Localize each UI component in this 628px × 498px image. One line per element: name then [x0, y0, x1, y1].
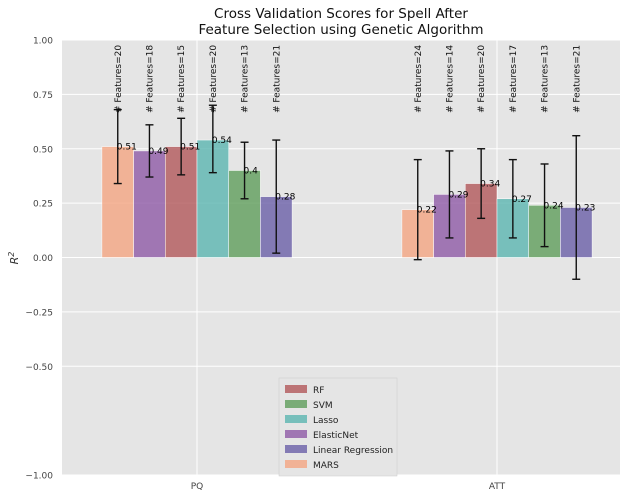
x-tick-label: ATT	[489, 482, 506, 492]
title-line: Feature Selection using Genetic Algorith…	[198, 22, 483, 38]
data-label: 0.34	[480, 180, 500, 190]
feature-label: # Features=20	[209, 45, 219, 113]
legend-label: RF	[313, 386, 324, 396]
data-label: 0.51	[117, 143, 137, 153]
y-tick-label: 0.75	[33, 91, 53, 101]
legend-label: ElasticNet	[313, 431, 359, 441]
x-axis-ticks: PQ ATT	[191, 482, 506, 492]
legend-label: Linear Regression	[313, 446, 393, 456]
data-label: 0.24	[544, 201, 564, 211]
chart-title: Cross Validation Scores for Spell AfterF…	[198, 6, 483, 38]
y-tick-label: −0.50	[25, 363, 53, 373]
data-label: 0.28	[275, 193, 295, 203]
y-axis-label-text: R2	[7, 252, 21, 265]
feature-label: # Features=15	[177, 45, 187, 113]
error-bars	[113, 104, 581, 280]
legend-label: SVM	[313, 401, 333, 411]
y-tick-label: 0.25	[33, 200, 53, 210]
legend-swatch	[285, 460, 307, 468]
bar	[465, 183, 498, 258]
legend-swatch	[285, 400, 307, 408]
legend-swatch	[285, 385, 307, 393]
legend-label: Lasso	[313, 416, 339, 426]
feature-label: # Features=17	[509, 45, 519, 113]
legend-swatch	[285, 445, 307, 453]
feature-label: # Features=21	[272, 45, 282, 113]
value-labels: 0.51 0.22 0.49 0.29 0.51 0.34 0.54 0.27 0.4 0.24 0…	[117, 136, 596, 216]
y-tick-label: 1.00	[33, 37, 53, 47]
feature-label: # Features=14	[445, 45, 455, 113]
y-tick-label: 0.00	[33, 254, 53, 264]
feature-label: # Features=20	[477, 45, 487, 113]
data-label: 0.22	[417, 206, 437, 216]
y-axis-label: R2	[7, 252, 21, 265]
legend: RF SVM Lasso ElasticNet Linear Regression MAR…	[278, 377, 398, 477]
feature-label: # Features=20	[114, 45, 124, 113]
data-label: 0.49	[148, 147, 168, 157]
feature-label: # Features=24	[414, 45, 424, 113]
y-tick-label: −0.25	[25, 308, 53, 318]
feature-label: # Features=21	[572, 45, 582, 113]
data-label: 0.51	[180, 143, 200, 153]
y-tick-label: 0.50	[33, 145, 53, 155]
legend-swatch	[285, 415, 307, 423]
feature-label: # Features=13	[241, 45, 251, 113]
data-label: 0.54	[212, 136, 232, 146]
feature-labels: # Features=20 # Features=24 # Features=18 #…	[114, 45, 583, 113]
feature-label: # Features=18	[145, 45, 155, 113]
y-tick-label: −1.00	[25, 472, 53, 482]
legend-swatch	[285, 430, 307, 438]
title-line: Cross Validation Scores for Spell After	[214, 6, 468, 22]
data-label: 0.23	[575, 203, 595, 213]
x-tick-label: PQ	[191, 482, 204, 492]
feature-label: # Features=13	[541, 45, 551, 113]
legend-box	[278, 377, 398, 477]
data-label: 0.29	[448, 190, 468, 200]
legend-label: MARS	[313, 461, 339, 471]
data-label: 0.27	[512, 195, 532, 205]
data-label: 0.4	[244, 167, 259, 177]
y-axis-ticks: 1.00 0.75 0.50 0.25 0.00 −0.25 −0.50 −1.00	[25, 37, 53, 482]
